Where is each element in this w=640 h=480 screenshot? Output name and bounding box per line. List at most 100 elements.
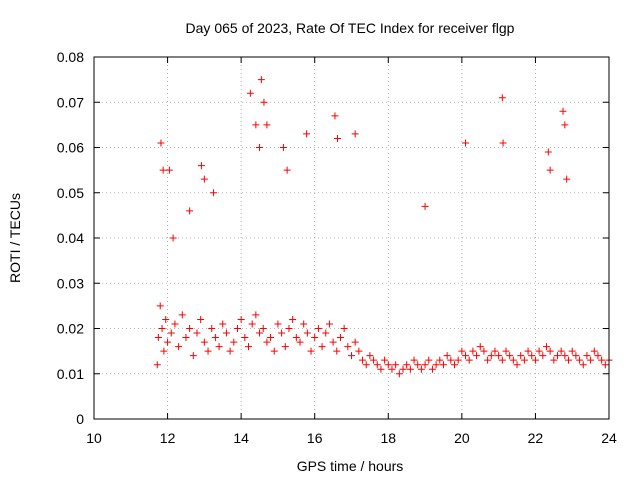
data-point [539,352,547,360]
data-point [351,130,359,138]
data-point [568,347,576,355]
x-axis-label: GPS time / hours [297,458,404,474]
y-tick-label: 0.07 [57,94,84,110]
data-point [162,315,170,323]
grid-lines [94,57,609,419]
data-point [428,365,436,373]
data-point [557,347,565,355]
data-point [263,121,271,129]
y-tick-label: 0 [76,411,84,427]
data-point [373,361,381,369]
data-point [473,352,481,360]
data-point [292,334,300,342]
data-point [230,338,238,346]
axes: 10 12 14 16 18 20 22 24 0 0.01 0.02 0.03 0.04 0.05 0.0… [57,49,617,446]
data-point [165,166,173,174]
data-point [336,334,344,342]
y-tick-label: 0.08 [57,49,84,65]
data-point [157,139,165,147]
data-point [278,329,286,337]
data-point [403,361,411,369]
data-point [296,338,304,346]
data-point [583,352,591,360]
data-point [469,347,477,355]
data-point [506,352,514,360]
y-tick-label: 0.06 [57,140,84,156]
data-point [381,356,389,364]
data-point [563,175,571,183]
data-point [513,361,521,369]
data-point [388,365,396,373]
data-point [158,325,166,332]
data-point [495,352,503,360]
data-point [331,112,339,120]
data-point [259,325,267,332]
data-point [366,352,374,360]
data-point [594,352,602,360]
data-point [267,334,275,342]
data-point [576,356,584,364]
data-point [421,202,429,210]
data-point [524,347,532,355]
x-tick-label: 16 [307,430,323,446]
data-point [325,320,333,328]
x-tick-label: 22 [528,430,544,446]
data-point [601,361,609,369]
data-point [487,352,495,360]
data-point [462,139,470,147]
data-point [215,343,223,351]
data-point [274,320,282,328]
data-point [270,347,278,355]
data-point [476,343,484,351]
data-point [153,361,161,369]
data-point [257,76,265,84]
data-point [414,361,422,369]
y-tick-label: 0.01 [57,366,84,382]
data-point [417,365,425,373]
data-point [410,356,418,364]
data-point [210,189,218,197]
data-point [546,347,554,355]
data-point [362,361,370,369]
data-point [256,329,264,337]
data-point [432,361,440,369]
data-point [311,334,319,342]
data-point [520,356,528,364]
data-point [200,338,208,346]
data-point [233,325,241,332]
data-point [160,347,168,355]
data-point [307,347,315,355]
data-point [439,361,447,369]
data-point [421,361,429,369]
data-point [392,361,400,369]
data-point [182,334,190,342]
y-axis-label: ROTI / TECUs [7,193,23,283]
data-point [208,325,216,332]
data-point [167,329,175,337]
data-point [322,329,330,337]
data-point [561,352,569,360]
data-point [587,356,595,364]
x-tick-label: 24 [601,430,617,446]
x-tick-label: 12 [160,430,176,446]
data-point [509,356,517,364]
x-tick-label: 14 [233,430,249,446]
data-point [171,320,179,328]
data-point [480,347,488,355]
data-point [436,356,444,364]
data-point [178,311,186,319]
data-point [263,338,271,346]
data-point [245,343,252,351]
data-point [458,347,466,355]
data-point [226,347,234,355]
x-tick-label: 18 [380,430,396,446]
data-point [498,94,506,102]
y-tick-label: 0.05 [57,185,84,201]
data-point [156,302,164,310]
y-tick-label: 0.02 [57,321,84,337]
data-point [531,356,539,364]
data-point [399,365,407,373]
data-point [462,352,470,360]
data-point [579,361,587,369]
data-point [329,338,337,346]
